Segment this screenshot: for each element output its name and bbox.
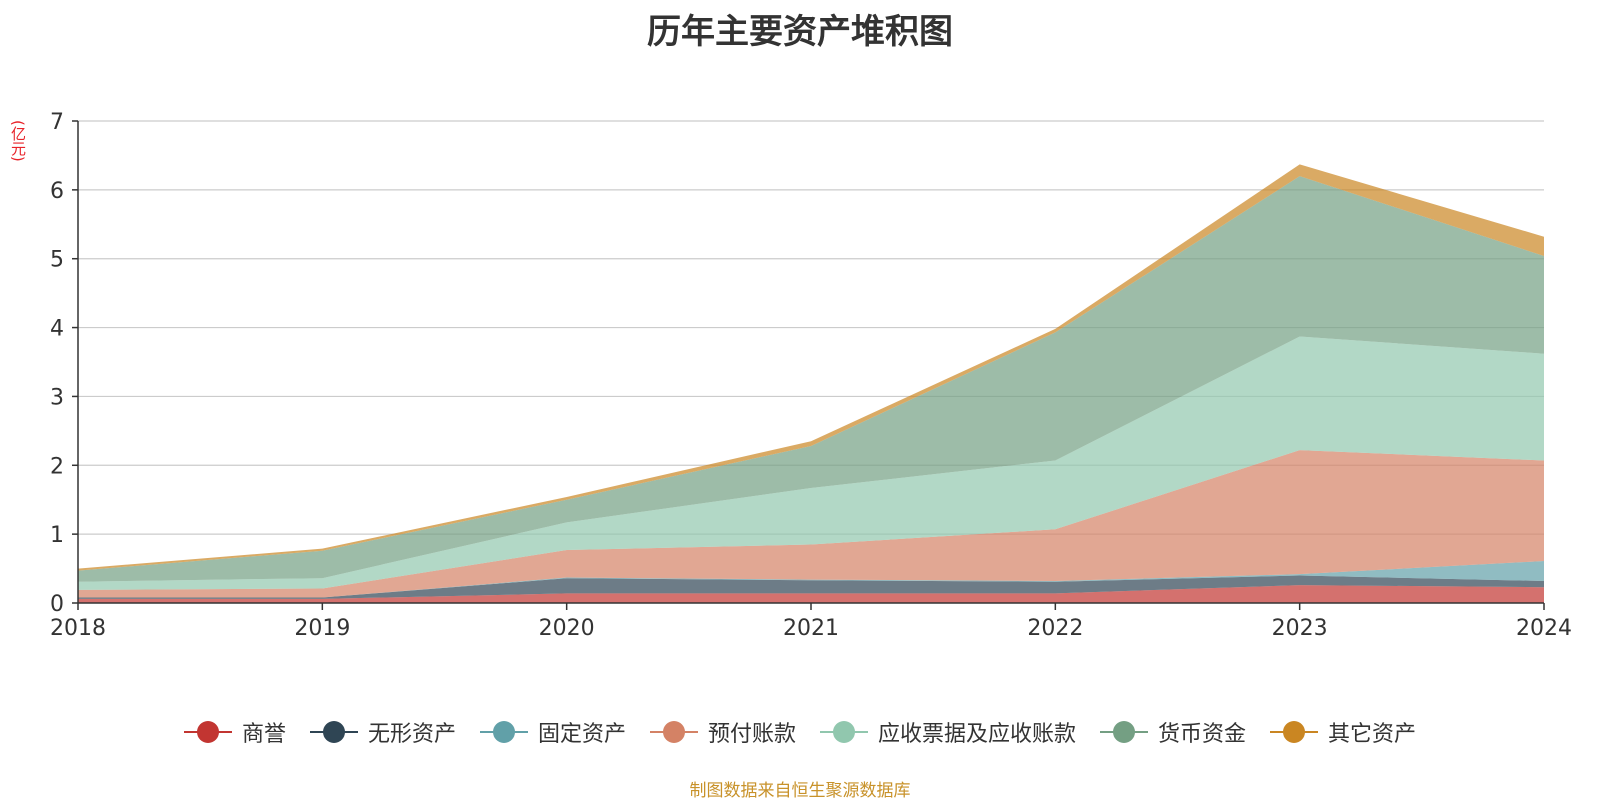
legend-item-2[interactable]: 固定资产 (479, 716, 626, 748)
y-tick-label-2: 2 (50, 454, 64, 479)
legend-item-4[interactable]: 应收票据及应收账款 (820, 716, 1076, 748)
y-tick-label-7: 7 (50, 110, 64, 135)
area-series (78, 164, 1544, 603)
legend-label: 其它资产 (1328, 722, 1417, 747)
axes: 0 1 2 3 4 5 6 7 2018 2019 2020 2021 2022 2023 2024 (50, 110, 1572, 641)
stacked-area-chart: 0 1 2 3 4 5 6 7 2018 2019 2020 2021 2022 2023 2024 (50, 110, 1572, 641)
y-tick-label-4: 4 (50, 317, 64, 342)
y-tick-label-0: 0 (50, 592, 64, 617)
legend-item-5[interactable]: 货币资金 (1100, 716, 1246, 748)
legend: 商誉 无形资产 固定资产 预付账款 应收票据及应收账款 货币资金 其它资产 (0, 716, 1600, 748)
legend-item-0[interactable]: 商誉 (183, 716, 286, 748)
legend-item-1[interactable]: 无形资产 (309, 716, 456, 748)
area-series-4 (78, 336, 1544, 590)
y-axis-unit-label: (亿元) (9, 120, 27, 162)
y-tick-label-6: 6 (50, 179, 64, 204)
x-tick-label-2: 2020 (539, 616, 595, 641)
legend-label: 固定资产 (537, 722, 626, 747)
legend-label: 货币资金 (1158, 722, 1247, 747)
x-tick-label-4: 2022 (1027, 616, 1083, 641)
legend-marker-icon (649, 720, 698, 744)
x-tick-label-6: 2024 (1516, 616, 1572, 641)
legend-marker-icon (479, 720, 528, 744)
area-series-6 (78, 164, 1544, 571)
legend-item-6[interactable]: 其它资产 (1270, 716, 1416, 748)
y-tick-label-5: 5 (50, 248, 64, 273)
x-tick-label-3: 2021 (783, 616, 839, 641)
chart-title: 历年主要资产堆积图 (647, 12, 953, 52)
x-tick-label-0: 2018 (50, 616, 106, 641)
legend-marker-icon (309, 720, 358, 744)
legend-item-3[interactable]: 预付账款 (649, 716, 796, 748)
legend-marker-icon (1270, 720, 1319, 744)
area-series-0 (78, 585, 1544, 603)
area-series-3 (78, 450, 1544, 598)
area-series-5 (78, 176, 1544, 582)
y-tick-label-3: 3 (50, 385, 64, 410)
source-note: 制图数据来自恒生聚源数据库 (689, 781, 911, 801)
area-series-1 (78, 575, 1544, 599)
legend-label: 预付账款 (707, 722, 796, 747)
legend-label: 无形资产 (367, 722, 456, 747)
legend-marker-icon (183, 720, 232, 744)
legend-marker-icon (1100, 720, 1149, 744)
x-tick-label-1: 2019 (294, 616, 350, 641)
x-tick-label-5: 2023 (1272, 616, 1328, 641)
legend-label: 应收票据及应收账款 (878, 722, 1077, 747)
legend-marker-icon (820, 720, 868, 744)
legend-label: 商誉 (241, 722, 286, 747)
y-tick-label-1: 1 (50, 523, 64, 548)
